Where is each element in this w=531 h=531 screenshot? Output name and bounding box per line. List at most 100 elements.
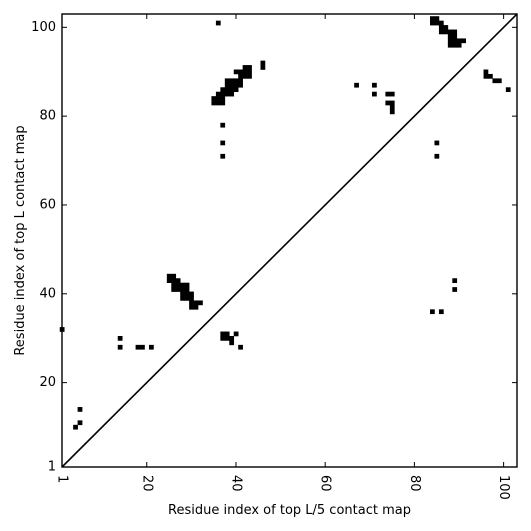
upper-contact-cell	[215, 100, 221, 106]
lower-contact-cell	[224, 335, 230, 341]
plot-frame	[61, 13, 518, 468]
upper-contact-cell	[220, 153, 226, 159]
y-tick-label: 100	[31, 20, 56, 35]
upper-contact-cell	[483, 73, 489, 79]
lower-contact-cell	[430, 309, 435, 315]
lower-contact-cell	[77, 407, 83, 412]
lower-contact-cell	[229, 340, 235, 346]
lower-contact-cell	[193, 300, 199, 306]
upper-contact-cell	[215, 20, 221, 26]
upper-contact-cell	[224, 82, 230, 88]
upper-contact-cell	[247, 65, 252, 70]
upper-contact-cell	[389, 100, 395, 106]
upper-contact-cell	[224, 87, 230, 93]
upper-contact-cell	[354, 82, 359, 88]
upper-contact-cell	[456, 38, 462, 44]
upper-contact-cell	[238, 78, 243, 84]
lower-contact-cell	[193, 304, 199, 310]
lower-contact-cell	[73, 424, 78, 430]
upper-contact-cell	[434, 20, 440, 26]
upper-contact-cell	[233, 69, 239, 75]
lower-contact-cell	[452, 287, 458, 292]
lower-contact-cell	[180, 291, 185, 297]
lower-contact-cell	[189, 304, 194, 310]
upper-contact-cell	[385, 100, 391, 106]
lower-contact-cell	[148, 344, 154, 350]
lower-contact-cell	[224, 331, 230, 337]
lower-contact-cell	[135, 344, 141, 350]
upper-contact-cell	[242, 69, 248, 75]
lower-contact-cell	[175, 278, 181, 283]
lower-contact-cell	[175, 287, 181, 292]
upper-contact-cell	[456, 42, 462, 48]
upper-contact-cell	[372, 91, 377, 97]
upper-contact-cell	[229, 82, 235, 88]
upper-contact-cell	[220, 87, 226, 93]
upper-contact-cell	[238, 69, 243, 75]
lower-contact-cell	[180, 296, 185, 301]
upper-contact-cell	[233, 87, 239, 93]
upper-contact-cell	[452, 38, 458, 44]
upper-contact-cell	[224, 91, 230, 97]
upper-contact-cell	[389, 109, 395, 115]
upper-contact-cell	[461, 38, 466, 44]
lower-contact-cell	[171, 278, 177, 283]
upper-contact-cell	[220, 91, 226, 97]
upper-contact-cell	[452, 33, 458, 39]
y-tick-label: 1	[48, 460, 56, 475]
upper-contact-cell	[488, 73, 493, 79]
lower-contact-cell	[220, 331, 226, 337]
upper-contact-cell	[229, 87, 235, 93]
upper-contact-cell	[224, 78, 230, 84]
x-tick-label: 80	[407, 475, 422, 492]
y-tick-label: 20	[39, 375, 56, 390]
x-tick-label: 1	[55, 475, 70, 483]
upper-contact-cell	[447, 29, 453, 35]
x-tick-label: 40	[228, 475, 243, 492]
lower-contact-cell	[452, 278, 458, 283]
lower-contact-cell	[117, 335, 123, 341]
lower-contact-cell	[175, 282, 181, 288]
lower-contact-cell	[238, 344, 243, 350]
upper-contact-cell	[443, 29, 449, 35]
lower-contact-cell	[184, 282, 190, 288]
lower-contact-cell	[184, 296, 190, 301]
upper-contact-cell	[260, 65, 266, 70]
lower-contact-cell	[220, 335, 226, 341]
upper-contact-cell	[220, 96, 226, 101]
upper-contact-cell	[220, 100, 226, 106]
upper-contact-cell	[430, 16, 435, 21]
lower-contact-cell	[171, 287, 177, 292]
upper-contact-cell	[229, 78, 235, 84]
lower-contact-cell	[117, 344, 123, 350]
lower-contact-cell	[180, 282, 185, 288]
upper-contact-cell	[211, 96, 217, 101]
upper-contact-cell	[483, 69, 489, 75]
upper-contact-cell	[233, 78, 239, 84]
lower-contact-cell	[140, 344, 145, 350]
y-tick-label: 40	[39, 286, 56, 301]
lower-contact-cell	[171, 273, 177, 279]
upper-contact-cell	[242, 65, 248, 70]
upper-contact-cell	[443, 25, 449, 30]
upper-contact-cell	[438, 29, 444, 35]
lower-contact-cell	[229, 335, 235, 341]
x-tick-label: 60	[318, 475, 333, 492]
y-tick-label: 80	[39, 109, 56, 124]
upper-contact-cell	[434, 153, 440, 159]
upper-contact-cell	[220, 140, 226, 146]
lower-contact-cell	[189, 296, 194, 301]
upper-contact-cell	[452, 42, 458, 48]
lower-contact-cell	[233, 331, 239, 337]
upper-contact-cell	[211, 100, 217, 106]
lower-contact-cell	[171, 282, 177, 288]
upper-contact-cell	[434, 16, 440, 21]
lower-contact-cell	[438, 309, 444, 315]
upper-contact-cell	[447, 33, 453, 39]
upper-contact-cell	[438, 20, 444, 26]
upper-contact-cell	[242, 73, 248, 79]
x-axis-label: Residue index of top L/5 contact map	[168, 503, 411, 518]
upper-contact-cell	[496, 78, 502, 84]
